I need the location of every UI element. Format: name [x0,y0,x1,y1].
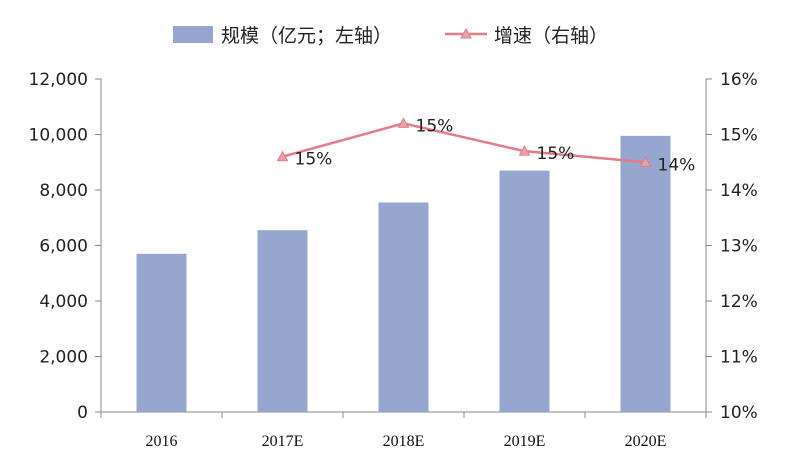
left-y-tick-label: 6,000 [39,237,88,257]
x-tick-label: 2018E [383,433,425,450]
right-y-tick-label: 12% [720,292,758,312]
x-tick-label: 2019E [504,433,546,450]
left-y-tick-label: 10,000 [29,126,88,146]
left-y-tick-label: 8,000 [39,181,88,201]
legend-bar-swatch [173,26,213,43]
growth-data-label: 15% [416,116,454,136]
left-y-ticks: 0 2,000 4,000 6,000 8,000 10,000 12,000 [29,70,101,423]
x-tick-label: 2016 [146,433,178,450]
right-y-tick-label: 11% [720,348,758,368]
growth-point [397,117,410,128]
bar [499,170,550,412]
left-y-tick-label: 0 [77,403,88,423]
growth-point [518,145,531,156]
x-tick-label: 2017E [262,433,304,450]
bar [257,230,308,412]
bars [136,135,671,412]
legend-bar-label: 规模（亿元；左轴） [221,25,392,47]
bar [620,135,671,412]
growth-point [276,150,289,162]
left-y-tick-label: 12,000 [29,70,88,90]
x-tick-label: 2020E [625,433,667,450]
growth-line: 15% 15% 15% 14% [276,116,696,175]
right-y-tick-label: 15% [720,126,758,146]
growth-point [639,156,652,167]
legend-line-label: 增速（右轴） [494,25,608,47]
left-y-tick-label: 4,000 [39,292,88,312]
right-y-tick-label: 13% [720,237,758,257]
bar [136,253,187,412]
growth-data-label: 15% [537,144,575,164]
bar [378,202,429,412]
growth-data-label: 15% [295,150,333,170]
legend: 规模（亿元；左轴） 增速（右轴） [173,25,608,47]
growth-data-label: 14% [658,155,696,175]
growth-line-path [282,122,646,164]
right-y-ticks: 10% 11% 12% 13% 14% 15% 16% [706,70,758,423]
left-y-tick-label: 2,000 [39,348,88,368]
right-y-tick-label: 10% [720,403,758,423]
right-y-tick-label: 16% [720,70,758,90]
legend-line-marker [460,27,472,39]
x-tick-labels: 2016 2017E 2018E 2019E 2020E [100,412,707,450]
right-y-tick-label: 14% [720,181,758,201]
